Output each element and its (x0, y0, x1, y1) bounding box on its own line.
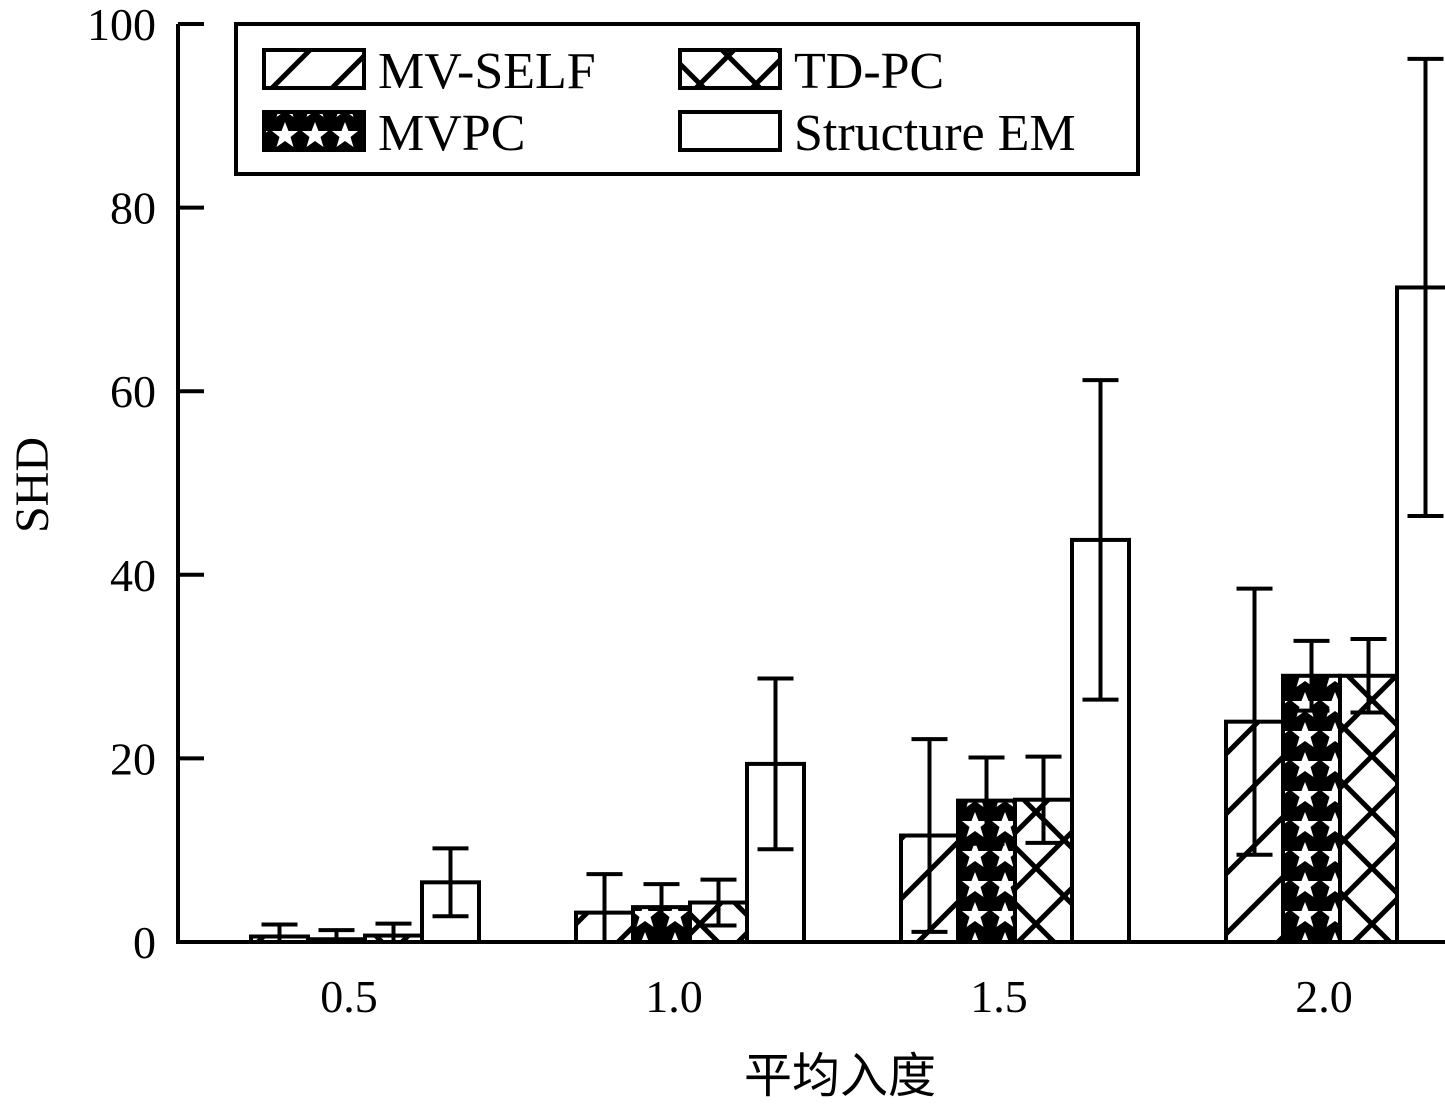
error-bar-mvpc-1.5 (968, 755, 1005, 846)
legend-swatch-mv-self (262, 48, 366, 90)
x-tick-label-1.5: 1.5 (970, 971, 1028, 1022)
x-tick-label-1.0: 1.0 (645, 971, 703, 1022)
y-tick-label-60: 60 (110, 366, 156, 417)
x-tick-label-0.5: 0.5 (320, 971, 378, 1022)
bar-mvpc-2.0 (1281, 673, 1342, 945)
error-bar-structure-em-1.5 (1082, 378, 1119, 702)
error-bar-td-pc-1.5 (1025, 754, 1062, 845)
y-tick-label-0: 0 (133, 917, 156, 968)
error-bar-structure-em-2.0 (1407, 56, 1444, 519)
legend-label-td-pc: TD-PC (794, 43, 944, 100)
legend-swatch-mvpc (262, 110, 366, 152)
x-tick-label-2.0: 2.0 (1295, 971, 1353, 1022)
error-bar-structure-em-0.5 (432, 846, 469, 919)
legend-swatch-structure-em (678, 110, 782, 152)
y-axis-title: SHD (6, 437, 59, 533)
plot-area (249, 56, 1445, 945)
x-axis-title: 平均入度 (744, 1050, 936, 1103)
error-bar-mvpc-1.0 (643, 882, 680, 933)
bar-structure-em-2.0 (1395, 285, 1445, 944)
legend-label-mv-self: MV-SELF (378, 43, 596, 100)
y-tick-label-40: 40 (110, 550, 156, 601)
y-tick-label-80: 80 (110, 183, 156, 234)
error-bar-mvpc-2.0 (1293, 638, 1330, 713)
legend-label-structure-em: Structure EM (794, 105, 1076, 162)
error-bar-td-pc-2.0 (1350, 637, 1387, 715)
error-bar-mv-self-1.5 (911, 737, 948, 934)
legend-label-mvpc: MVPC (378, 105, 525, 162)
legend-swatch-td-pc (678, 48, 782, 90)
x-axis: 0.5 1.0 1.5 2.0 (176, 940, 1442, 1022)
error-bar-structure-em-1.0 (757, 676, 794, 852)
y-tick-label-100: 100 (87, 0, 156, 50)
bar-td-pc-2.0 (1338, 673, 1399, 945)
error-bar-td-pc-1.0 (700, 877, 737, 928)
error-bar-mv-self-2.0 (1236, 586, 1273, 857)
y-tick-label-20: 20 (110, 733, 156, 784)
y-axis: 0 20 40 60 80 100 (87, 0, 204, 968)
